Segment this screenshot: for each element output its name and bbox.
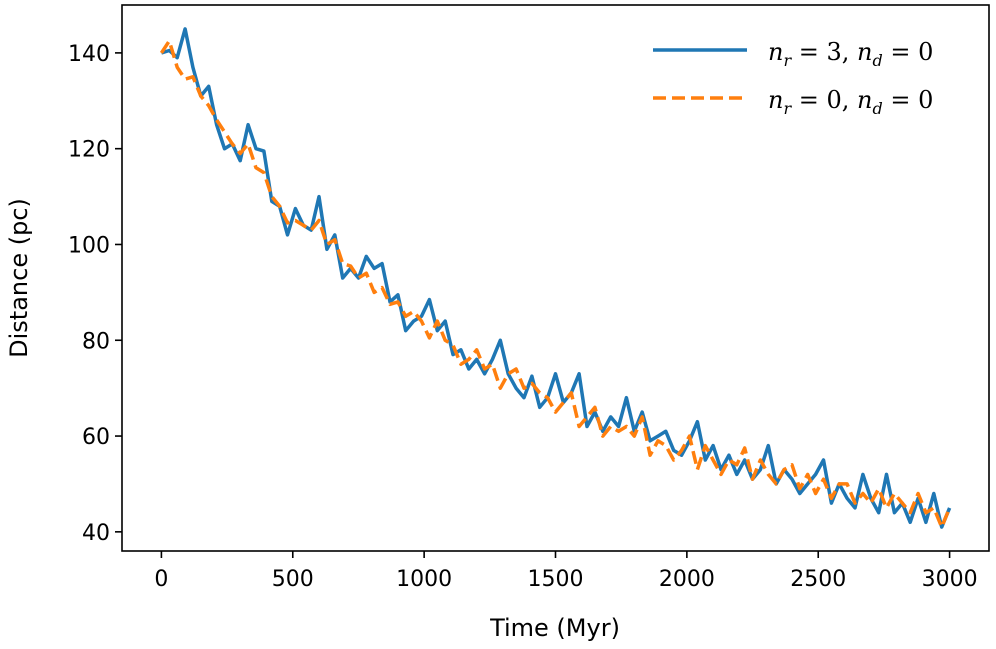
y-tick-label: 120 — [68, 138, 110, 163]
x-tick-label: 3000 — [922, 567, 978, 592]
legend-nr0-sub1: r — [783, 99, 792, 118]
legend-nr0-eq1: = 0, — [791, 86, 857, 114]
legend-nr3-var2: n — [857, 38, 872, 66]
series-line-nr3 — [160, 27, 952, 529]
series-layer — [159, 27, 952, 529]
legend-nr0-eq2: = 0 — [883, 86, 934, 114]
legend-nr3-eq1: = 3, — [791, 38, 857, 66]
legend-nr0-var2: n — [857, 86, 872, 114]
y-tick-label: 40 — [82, 521, 110, 546]
y-tick-label: 140 — [68, 42, 110, 67]
legend-nr0-sub2: d — [873, 99, 883, 118]
y-tick-label: 80 — [82, 329, 110, 354]
legend-label-nr3: nr = 3, nd = 0 — [768, 38, 933, 70]
series-line-nr0 — [159, 39, 952, 529]
legend-label-nr0: nr = 0, nd = 0 — [768, 86, 933, 118]
x-axis-label: Time (Myr) — [489, 614, 620, 642]
y-axis-label: Distance (pc) — [5, 198, 33, 358]
legend-nr0-var1: n — [768, 86, 783, 114]
legend-nr3-var1: n — [768, 38, 783, 66]
x-tick-label: 1500 — [528, 567, 584, 592]
x-tick-label: 0 — [154, 567, 168, 592]
legend: nr = 3, nd = 0 nr = 0, nd = 0 — [653, 38, 933, 118]
x-tick-label: 1000 — [396, 567, 452, 592]
legend-nr3-sub1: r — [783, 51, 792, 70]
y-tick-label: 100 — [68, 233, 110, 258]
y-tick-label: 60 — [82, 425, 110, 450]
legend-nr3-eq2: = 0 — [883, 38, 934, 66]
x-tick-label: 2500 — [790, 567, 846, 592]
legend-nr3-sub2: d — [873, 51, 883, 70]
x-tick-label: 500 — [272, 567, 314, 592]
x-tick-label: 2000 — [659, 567, 715, 592]
ticks-layer: 0 500 1000 1500 2000 2500 3000 40 60 80 100 120 140 — [68, 42, 978, 592]
